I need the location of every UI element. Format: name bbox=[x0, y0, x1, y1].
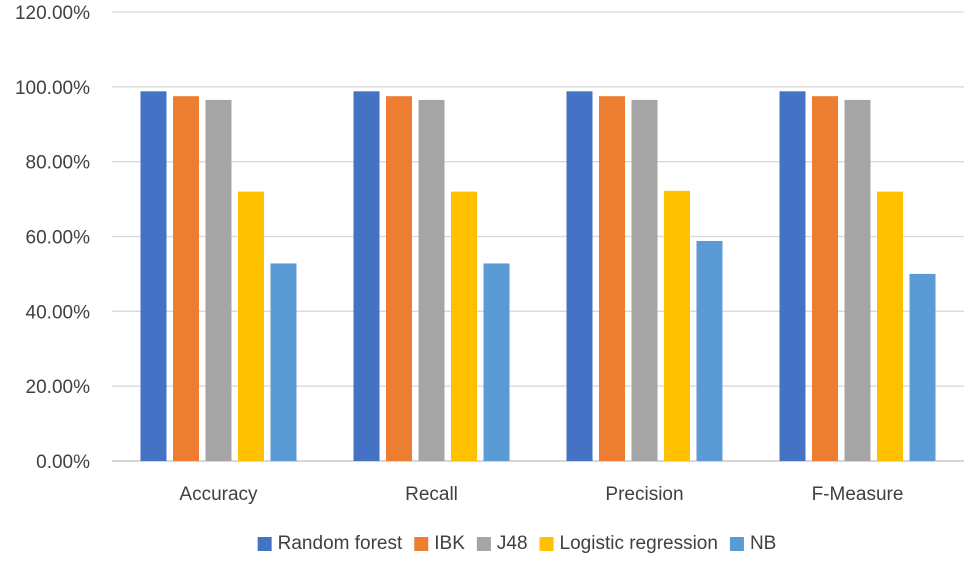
x-category-label: F-Measure bbox=[812, 484, 904, 505]
bar-precision-nb bbox=[696, 240, 723, 461]
legend-swatch bbox=[539, 537, 554, 551]
bar-accuracy-logistic-regression bbox=[238, 191, 264, 461]
legend-item: NB bbox=[729, 533, 776, 554]
bar-recall-ibk bbox=[386, 96, 412, 461]
y-tick-label: 100.00% bbox=[15, 78, 90, 99]
bar-accuracy-j48 bbox=[205, 99, 232, 461]
legend: Random forest IBK J48 Logistic regression NB bbox=[257, 533, 776, 554]
x-category-label: Precision bbox=[605, 484, 683, 505]
bar-f-measure-logistic-regression bbox=[877, 191, 903, 461]
legend-item: J48 bbox=[476, 533, 528, 554]
bar-f-measure-random-forest bbox=[779, 91, 806, 461]
legend-label: Logistic regression bbox=[560, 533, 718, 554]
y-axis-tick-labels: 0.00% 20.00% 40.00% 60.00% 80.00% 100.00% 120.… bbox=[15, 3, 90, 473]
bar-accuracy-random-forest bbox=[140, 91, 167, 461]
legend-item: Logistic regression bbox=[539, 533, 718, 554]
legend-item: Random forest bbox=[257, 533, 403, 554]
x-axis-category-labels: Accuracy Recall Precision F-Measure bbox=[179, 484, 903, 505]
y-tick-label: 60.00% bbox=[26, 228, 91, 249]
bar-f-measure-j48 bbox=[844, 99, 871, 461]
legend-swatch bbox=[476, 537, 491, 551]
bar-f-measure-nb bbox=[909, 273, 936, 461]
bars bbox=[140, 91, 936, 461]
y-tick-label: 120.00% bbox=[15, 3, 90, 24]
legend-label: IBK bbox=[434, 533, 465, 554]
x-category-label: Accuracy bbox=[179, 484, 258, 505]
legend-swatch bbox=[257, 537, 272, 551]
bar-accuracy-ibk bbox=[173, 96, 199, 461]
y-tick-label: 0.00% bbox=[36, 452, 90, 473]
y-tick-label: 20.00% bbox=[26, 377, 91, 398]
y-tick-label: 80.00% bbox=[26, 153, 91, 174]
x-category-label: Recall bbox=[405, 484, 458, 505]
legend-label: Random forest bbox=[278, 533, 403, 554]
y-tick-label: 40.00% bbox=[26, 302, 91, 323]
legend-label: NB bbox=[750, 533, 776, 554]
bar-precision-ibk bbox=[599, 96, 625, 461]
bar-f-measure-ibk bbox=[812, 96, 838, 461]
bar-accuracy-nb bbox=[270, 263, 297, 461]
legend-label: J48 bbox=[497, 533, 528, 554]
bar-recall-random-forest bbox=[353, 91, 380, 461]
bar-precision-j48 bbox=[631, 99, 658, 461]
legend-swatch bbox=[414, 537, 429, 551]
legend-swatch bbox=[729, 537, 744, 551]
bar-precision-logistic-regression bbox=[664, 190, 690, 461]
bar-recall-logistic-regression bbox=[451, 191, 477, 461]
bar-recall-nb bbox=[483, 263, 510, 461]
bar-precision-random-forest bbox=[566, 91, 593, 461]
legend-item: IBK bbox=[414, 533, 465, 554]
bar-recall-j48 bbox=[418, 99, 445, 461]
